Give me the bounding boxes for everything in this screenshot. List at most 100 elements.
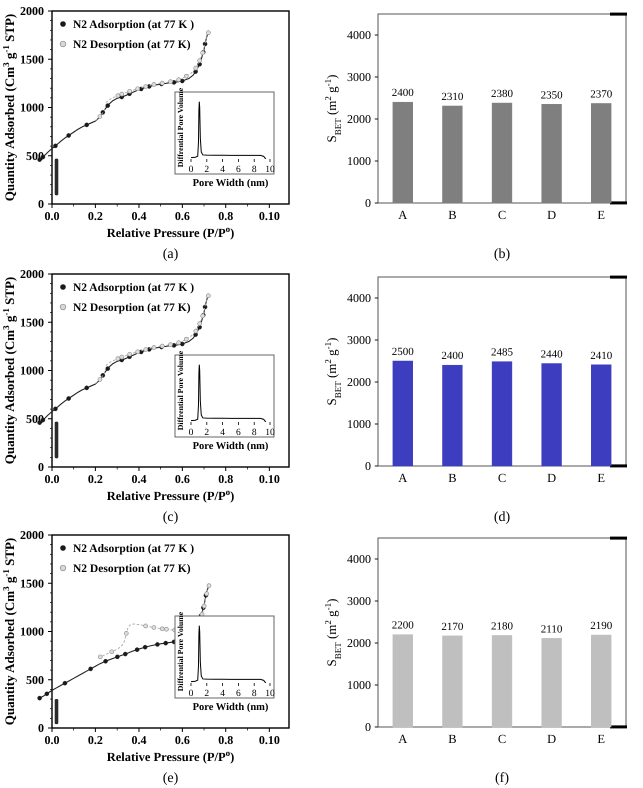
- svg-text:2000: 2000: [20, 267, 44, 281]
- svg-text:0.2: 0.2: [88, 472, 103, 486]
- svg-text:0.8: 0.8: [218, 733, 233, 747]
- svg-text:1000: 1000: [20, 101, 44, 115]
- svg-text:N2 Desorption (at 77 K): N2 Desorption (at 77 K): [73, 563, 191, 575]
- svg-text:2000: 2000: [347, 636, 371, 650]
- svg-text:0.4: 0.4: [131, 209, 146, 223]
- svg-text:(b): (b): [494, 247, 511, 262]
- svg-text:0.0: 0.0: [45, 733, 60, 747]
- svg-text:0.10: 0.10: [259, 472, 280, 486]
- svg-text:2200: 2200: [392, 620, 415, 632]
- svg-text:N2 Adsorption (at 77 K ): N2 Adsorption (at 77 K ): [73, 543, 194, 555]
- svg-text:N2 Desorption (at 77 K): N2 Desorption (at 77 K): [73, 39, 191, 51]
- svg-text:N2 Adsorption (at 77 K ): N2 Adsorption (at 77 K ): [73, 282, 194, 294]
- svg-text:2000: 2000: [20, 528, 44, 542]
- svg-text:0: 0: [365, 196, 371, 210]
- svg-text:8: 8: [252, 689, 257, 699]
- svg-text:3000: 3000: [347, 594, 371, 608]
- svg-text:4000: 4000: [347, 552, 371, 566]
- svg-text:2350: 2350: [541, 89, 564, 101]
- svg-text:6: 6: [236, 165, 241, 175]
- svg-text:0.4: 0.4: [131, 472, 146, 486]
- svg-text:0.0: 0.0: [45, 209, 60, 223]
- svg-text:0.2: 0.2: [88, 733, 103, 747]
- svg-text:1500: 1500: [20, 52, 44, 66]
- svg-text:N2 Adsorption (at 77 K ): N2 Adsorption (at 77 K ): [73, 19, 194, 31]
- svg-text:(e): (e): [163, 771, 179, 786]
- svg-text:2: 2: [204, 428, 209, 438]
- svg-text:E: E: [597, 208, 605, 222]
- svg-text:(a): (a): [163, 247, 179, 262]
- svg-text:10: 10: [265, 689, 275, 699]
- svg-text:0.8: 0.8: [218, 472, 233, 486]
- svg-text:(d): (d): [494, 510, 511, 525]
- svg-text:D: D: [547, 471, 556, 485]
- svg-text:Diffrential Pore Volume: Diffrential Pore Volume: [176, 87, 185, 167]
- svg-text:D: D: [547, 732, 556, 746]
- svg-text:0: 0: [365, 459, 371, 473]
- svg-text:2400: 2400: [441, 350, 464, 362]
- svg-text:Quantity Adsorbed (Cm3 g-1 STP: Quantity Adsorbed (Cm3 g-1 STP): [1, 14, 17, 202]
- svg-text:1000: 1000: [20, 364, 44, 378]
- svg-text:2410: 2410: [590, 350, 613, 362]
- svg-text:N2 Desorption (at 77 K): N2 Desorption (at 77 K): [73, 302, 191, 314]
- svg-text:A: A: [398, 208, 407, 222]
- svg-text:(c): (c): [163, 510, 179, 525]
- svg-text:0.4: 0.4: [131, 733, 146, 747]
- svg-text:Quantity Adsorbed (Cm3 g-1 STP: Quantity Adsorbed (Cm3 g-1 STP): [1, 538, 17, 726]
- svg-text:Diffrential Pore Volume: Diffrential Pore Volume: [176, 611, 185, 691]
- svg-text:10: 10: [265, 428, 275, 438]
- svg-text:1000: 1000: [347, 678, 371, 692]
- svg-text:0.0: 0.0: [45, 472, 60, 486]
- svg-text:B: B: [448, 732, 456, 746]
- svg-text:1000: 1000: [347, 154, 371, 168]
- svg-text:2110: 2110: [541, 623, 563, 635]
- svg-text:Pore Width (nm): Pore Width (nm): [193, 441, 269, 452]
- svg-text:0.6: 0.6: [175, 733, 190, 747]
- svg-text:(f): (f): [495, 771, 509, 786]
- svg-text:3000: 3000: [347, 70, 371, 84]
- svg-text:1500: 1500: [20, 576, 44, 590]
- svg-text:C: C: [498, 471, 506, 485]
- svg-text:4: 4: [220, 689, 225, 699]
- svg-text:C: C: [498, 208, 506, 222]
- svg-text:4: 4: [220, 165, 225, 175]
- svg-text:0.10: 0.10: [259, 209, 280, 223]
- svg-text:6: 6: [236, 428, 241, 438]
- svg-text:Relative Pressure (P/Po): Relative Pressure (P/Po): [107, 224, 235, 240]
- svg-text:E: E: [597, 471, 605, 485]
- svg-text:D: D: [547, 208, 556, 222]
- svg-text:Relative Pressure (P/Po): Relative Pressure (P/Po): [107, 487, 235, 503]
- svg-text:2190: 2190: [590, 620, 613, 632]
- svg-text:0.10: 0.10: [259, 733, 280, 747]
- svg-text:2400: 2400: [392, 87, 415, 99]
- svg-text:A: A: [398, 471, 407, 485]
- svg-text:0.6: 0.6: [175, 472, 190, 486]
- svg-text:0: 0: [365, 720, 371, 734]
- svg-text:2180: 2180: [491, 620, 514, 632]
- svg-text:0: 0: [38, 197, 44, 211]
- svg-text:Pore Width (nm): Pore Width (nm): [193, 702, 269, 713]
- svg-text:2440: 2440: [541, 349, 564, 361]
- svg-text:8: 8: [252, 428, 257, 438]
- svg-text:6: 6: [236, 689, 241, 699]
- svg-text:500: 500: [26, 673, 44, 687]
- svg-text:2000: 2000: [347, 112, 371, 126]
- svg-text:0: 0: [189, 428, 194, 438]
- svg-text:4: 4: [220, 428, 225, 438]
- svg-text:0: 0: [38, 721, 44, 735]
- svg-text:2170: 2170: [441, 621, 464, 633]
- svg-text:2485: 2485: [491, 347, 514, 359]
- svg-text:2370: 2370: [590, 88, 613, 100]
- svg-text:B: B: [448, 471, 456, 485]
- svg-text:A: A: [398, 732, 407, 746]
- svg-text:10: 10: [265, 165, 275, 175]
- svg-text:1500: 1500: [20, 315, 44, 329]
- svg-text:B: B: [448, 208, 456, 222]
- svg-text:0.2: 0.2: [88, 209, 103, 223]
- svg-text:Quantity Adsorbed (Cm3 g-1 STP: Quantity Adsorbed (Cm3 g-1 STP): [1, 277, 17, 465]
- svg-text:3000: 3000: [347, 333, 371, 347]
- svg-text:2310: 2310: [441, 91, 464, 103]
- svg-text:0: 0: [189, 165, 194, 175]
- svg-text:0.8: 0.8: [218, 209, 233, 223]
- svg-text:8: 8: [252, 165, 257, 175]
